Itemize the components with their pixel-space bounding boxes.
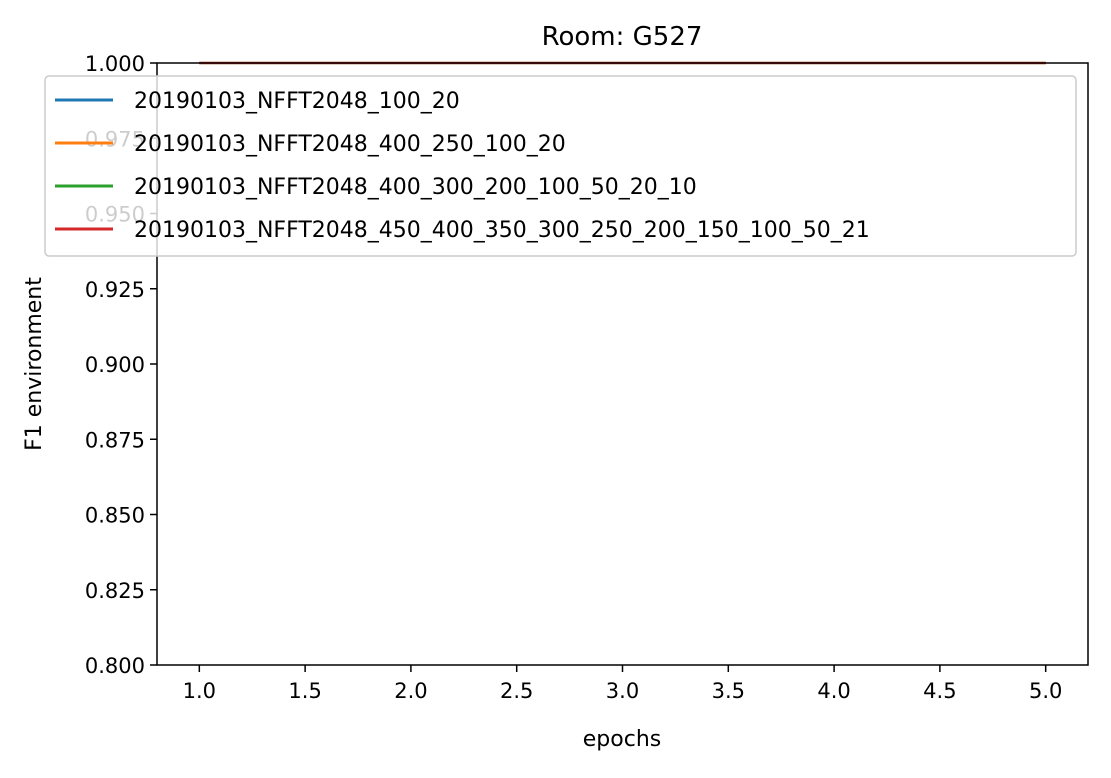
y-tick-label: 0.900 [85, 353, 145, 377]
x-tick-label: 1.0 [183, 679, 216, 703]
legend-entry-1: 20190103_NFFT2048_100_20 [134, 89, 460, 114]
legend-entry-4: 20190103_NFFT2048_450_400_350_300_250_20… [134, 218, 870, 243]
x-tick-label: 2.5 [500, 679, 533, 703]
x-tick-label: 2.0 [394, 679, 427, 703]
legend-entry-2: 20190103_NFFT2048_400_250_100_20 [134, 132, 566, 157]
y-tick-label: 0.825 [85, 579, 145, 603]
x-tick-label: 4.5 [923, 679, 956, 703]
y-tick-label: 0.925 [85, 278, 145, 302]
y-tick-label: 0.850 [85, 504, 145, 528]
legend: 20190103_NFFT2048_100_20 20190103_NFFT204… [44, 75, 1077, 257]
x-tick-label: 3.0 [606, 679, 639, 703]
x-tick-label: 3.5 [712, 679, 745, 703]
axis-ticks: 1.0 1.5 2.0 2.5 3.0 3.5 4.0 4.5 5.0 0.800 0.825 0.8… [85, 52, 1063, 703]
legend-entry-3: 20190103_NFFT2048_400_300_200_100_50_20_… [134, 175, 697, 200]
y-axis-label: F1 environment [22, 277, 47, 451]
x-axis-label: epochs [583, 727, 661, 752]
legend-box [44, 75, 1077, 257]
y-tick-label: 0.800 [85, 654, 145, 678]
y-tick-label: 0.875 [85, 428, 145, 452]
y-tick-label: 1.000 [85, 52, 145, 76]
plot-area-frame [156, 62, 1089, 666]
chart-title: Room: G527 [542, 22, 703, 52]
x-tick-label: 5.0 [1029, 679, 1062, 703]
x-tick-label: 4.0 [817, 679, 850, 703]
x-tick-label: 1.5 [288, 679, 321, 703]
